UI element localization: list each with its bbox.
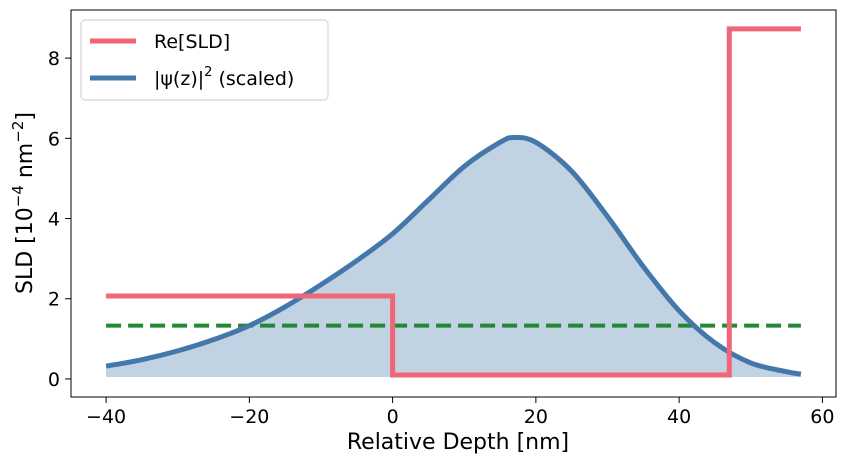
legend-label-re-sld: Re[SLD] <box>154 31 230 53</box>
x-tick-label: 20 <box>524 406 548 428</box>
legend-label-psi: |ψ(z)|2 (scaled) <box>154 65 294 90</box>
legend: Re[SLD] |ψ(z)|2 (scaled) <box>80 19 329 101</box>
psi-curve <box>105 134 802 377</box>
x-tick-label: 0 <box>387 406 399 428</box>
x-axis-label: Relative Depth [nm] <box>347 430 569 455</box>
legend-psi-prefix: |ψ(z)| <box>154 68 204 90</box>
plot-frame <box>70 9 837 398</box>
y-axis: 0 2 4 6 8 <box>48 48 71 391</box>
legend-psi-suffix: (scaled) <box>212 68 294 90</box>
x-tick-label: −40 <box>86 406 126 428</box>
y-tick-label: 4 <box>48 209 60 231</box>
y-tick-label: 8 <box>48 48 60 70</box>
y-tick-label: 2 <box>48 289 60 311</box>
y-axis-label-end: ] <box>13 112 38 121</box>
x-tick-label: 60 <box>810 406 834 428</box>
x-axis: −40 −20 0 20 40 60 <box>86 397 834 428</box>
y-tick-label: 0 <box>48 369 60 391</box>
y-axis-label: SLD [10−4 nm−2] <box>9 112 38 294</box>
x-tick-label: −20 <box>229 406 269 428</box>
re-sld-step-line <box>106 26 801 378</box>
y-axis-label-exp2: −2 <box>9 121 27 143</box>
x-tick-label: 40 <box>667 406 691 428</box>
legend-box <box>80 19 329 101</box>
psi-fill-area <box>106 137 801 377</box>
y-axis-label-mid: nm <box>13 143 38 185</box>
y-tick-label: 6 <box>48 128 60 150</box>
series-layer <box>105 26 802 378</box>
y-axis-label-exp: −4 <box>9 185 27 207</box>
y-axis-label-main: SLD [10 <box>13 207 38 294</box>
legend-psi-exp: 2 <box>204 65 212 80</box>
